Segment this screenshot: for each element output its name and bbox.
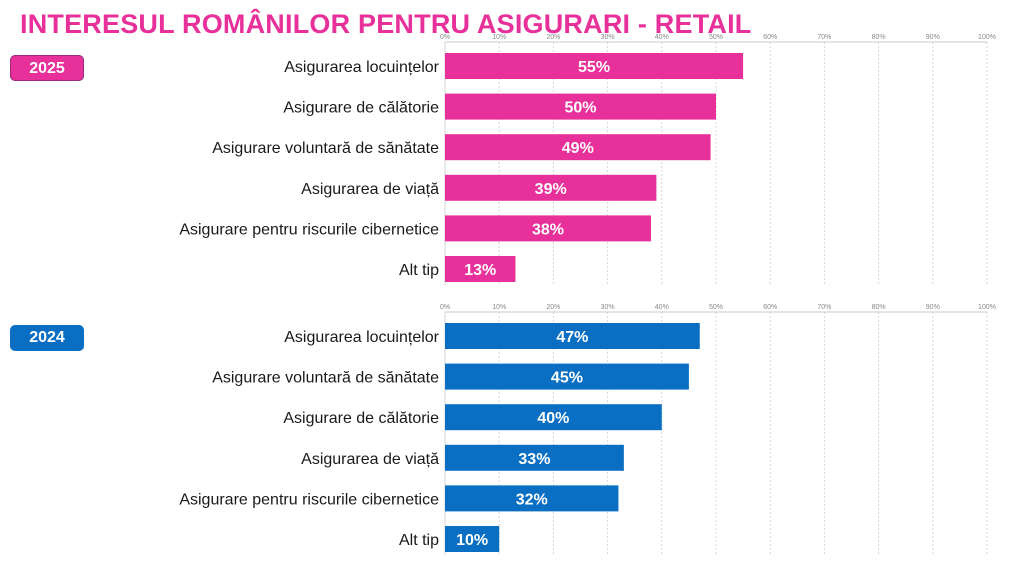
- bar: [445, 174, 657, 201]
- x-tick-label: 60%: [763, 34, 777, 41]
- x-tick-label: 80%: [872, 34, 886, 41]
- category-label: Alt tip: [399, 262, 439, 279]
- bar: [445, 256, 516, 282]
- bar: [445, 444, 624, 471]
- x-tick-label: 90%: [926, 34, 940, 41]
- bar: [445, 93, 716, 120]
- x-tick-label: 10%: [492, 34, 506, 41]
- x-tick-label: 0%: [440, 304, 450, 311]
- x-tick-label: 70%: [817, 34, 831, 41]
- x-tick-label: 100%: [978, 304, 996, 311]
- x-tick-label: 0%: [440, 34, 450, 41]
- data-label: 32%: [516, 491, 548, 508]
- category-label: Asigurarea de viață: [301, 181, 439, 198]
- data-label: 55%: [578, 59, 610, 76]
- category-label: Asigurarea locuințelor: [284, 329, 439, 346]
- category-label: Alt tip: [399, 532, 439, 549]
- data-label: 39%: [535, 181, 567, 198]
- bar: [445, 404, 662, 431]
- x-tick-label: 100%: [978, 34, 996, 41]
- x-tick-label: 60%: [763, 304, 777, 311]
- bar-chart-2024: 0% 10% 20% 30% 40% 50% 60% 70% 80% 90% 100% Asigura…: [179, 304, 996, 555]
- data-label: 49%: [562, 140, 594, 157]
- bar-chart-2025: 0% 10% 20% 30% 40% 50% 60% 70% 80% 90% 100% Asigura…: [179, 34, 996, 285]
- year-badge-2024: 2024: [10, 325, 84, 351]
- data-label: 40%: [537, 410, 569, 427]
- bar: [445, 215, 651, 242]
- bar: [445, 485, 619, 512]
- x-tick-label: 10%: [492, 304, 506, 311]
- x-tick-label: 50%: [709, 304, 723, 311]
- x-tick-label: 40%: [655, 34, 669, 41]
- category-label: Asigurare voluntară de sănătate: [212, 370, 439, 387]
- data-label: 47%: [556, 329, 588, 346]
- data-label: 10%: [456, 532, 488, 549]
- page-title: INTERESUL ROMÂNILOR PENTRU ASIGURARI - R…: [20, 9, 752, 39]
- x-tick-label: 20%: [546, 34, 560, 41]
- x-tick-label: 20%: [546, 304, 560, 311]
- category-label: Asigurarea de viață: [301, 451, 439, 468]
- category-label: Asigurare de călătorie: [283, 410, 439, 427]
- category-label: Asigurare pentru riscurile cibernetice: [179, 221, 439, 238]
- year-badge-2025: 2025: [10, 55, 84, 81]
- x-tick-label: 90%: [926, 304, 940, 311]
- x-tick-label: 30%: [601, 34, 615, 41]
- bar: [445, 526, 500, 552]
- x-tick-label: 40%: [655, 304, 669, 311]
- data-label: 33%: [518, 451, 550, 468]
- data-label: 38%: [532, 221, 564, 238]
- x-tick-label: 30%: [601, 304, 615, 311]
- bar: [445, 363, 689, 390]
- data-label: 45%: [551, 370, 583, 387]
- bar: [445, 323, 700, 349]
- x-tick-label: 80%: [872, 304, 886, 311]
- category-label: Asigurare pentru riscurile cibernetice: [179, 491, 439, 508]
- x-tick-label: 50%: [709, 34, 723, 41]
- bar: [445, 134, 711, 161]
- category-label: Asigurare de călătorie: [283, 100, 439, 117]
- bar: [445, 53, 744, 79]
- data-label: 13%: [464, 262, 496, 279]
- data-label: 50%: [564, 100, 596, 117]
- category-label: Asigurare voluntară de sănătate: [212, 140, 439, 157]
- x-tick-label: 70%: [817, 304, 831, 311]
- category-label: Asigurarea locuințelor: [284, 59, 439, 76]
